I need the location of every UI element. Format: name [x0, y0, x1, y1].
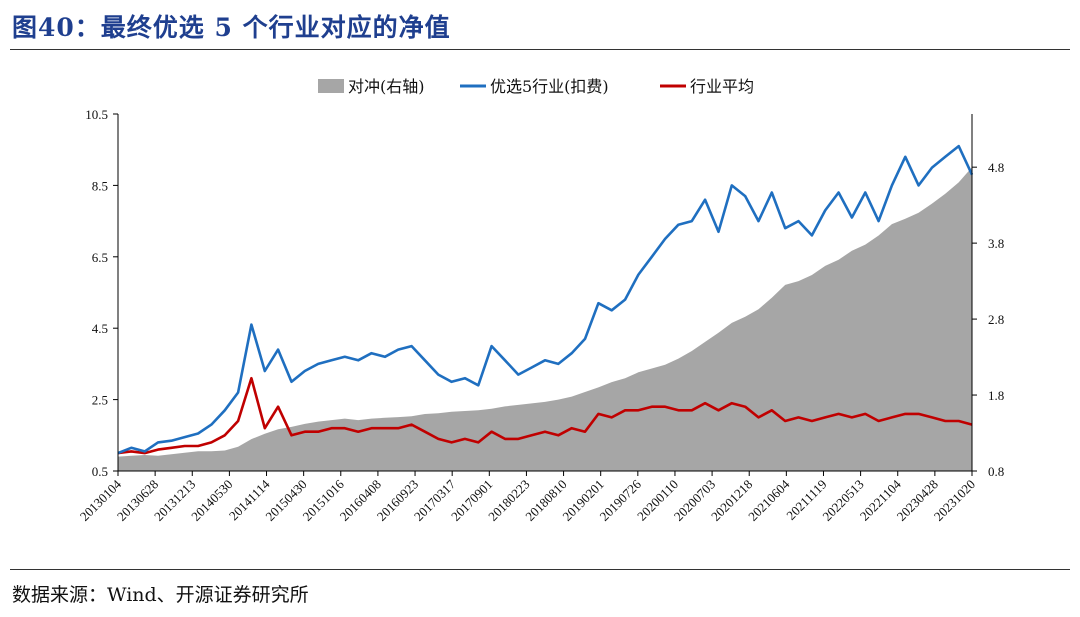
figure-title: 图40：最终优选 5 个行业对应的净值	[12, 13, 451, 42]
legend-label-average: 行业平均	[690, 77, 754, 96]
legend-label-top5: 优选5行业(扣费)	[490, 77, 609, 96]
legend-item-average: 行业平均	[660, 77, 754, 96]
y-left-tick-label: 6.5	[92, 250, 108, 265]
series-line-industry-average	[117, 376, 973, 455]
chart-svg: 对冲(右轴) 优选5行业(扣费) 行业平均 0.5 2.5 4.5 6.5 8.5 10.5 0…	[77, 77, 1005, 524]
series-line-top5	[117, 144, 974, 455]
source-note: 数据来源：Wind、开源证券研究所	[12, 584, 309, 606]
legend-item-top5: 优选5行业(扣费)	[460, 77, 609, 96]
bottom-rule	[10, 569, 1070, 570]
y-right-tick-label: 3.8	[988, 236, 1004, 251]
x-tick-label: 20231020	[931, 477, 978, 524]
y-left-tick-label: 8.5	[92, 178, 108, 193]
legend: 对冲(右轴) 优选5行业(扣费) 行业平均	[318, 77, 754, 96]
legend-item-hedge: 对冲(右轴)	[318, 77, 425, 96]
y-left-tick-label: 4.5	[92, 321, 108, 336]
y-right-tick-label: 1.8	[988, 388, 1004, 403]
x-tick-label: 20210604	[745, 476, 793, 524]
y-right-tick-label: 0.8	[988, 464, 1004, 479]
top-rule	[10, 49, 1070, 50]
y-left-tick-label: 0.5	[92, 464, 108, 479]
y-left-tick-label: 10.5	[85, 107, 108, 122]
y-left-tick-label: 2.5	[92, 393, 108, 408]
series-area-hedge	[118, 167, 972, 471]
legend-label-hedge: 对冲(右轴)	[348, 77, 425, 96]
legend-swatch-hedge	[318, 79, 344, 93]
plot-area	[117, 144, 974, 471]
y-right-tick-label: 2.8	[988, 312, 1004, 327]
y-right-tick-label: 4.8	[988, 160, 1004, 175]
x-tick-label: 20140530	[188, 477, 235, 524]
